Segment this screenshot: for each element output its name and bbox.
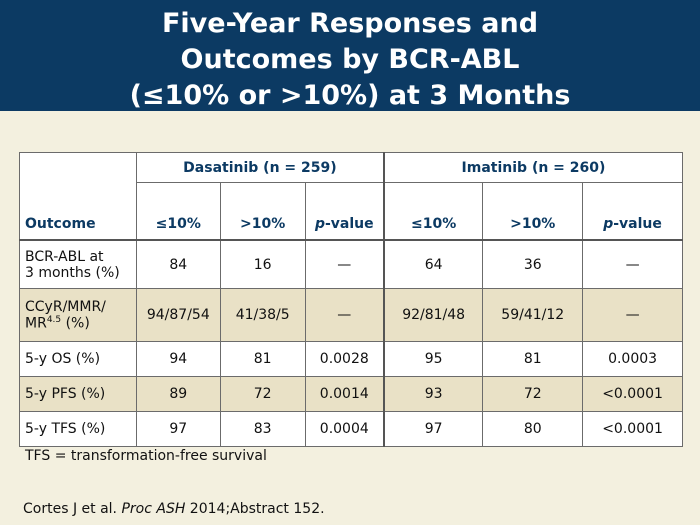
table-cell: —	[304, 239, 385, 289]
row-label-line: 3 months (%)	[25, 264, 120, 281]
table-cell: 93	[382, 376, 484, 412]
table-cell: 94/87/54	[135, 288, 221, 342]
superscript: 4.5	[46, 314, 62, 325]
row-label-line: CCyR/MMR/	[25, 298, 106, 315]
citation: Cortes J et al. Proc ASH 2014;Abstract 1…	[23, 501, 325, 517]
row-label-line: BCR-ABL at	[25, 248, 104, 265]
dasatinib-gt10-header: >10%	[219, 182, 306, 241]
table-cell: 81	[482, 341, 584, 377]
slide-title: Five-Year Responses and Outcomes by BCR-…	[0, 0, 700, 111]
imatinib-le10-header: ≤10%	[382, 182, 484, 241]
row-label-line: MR	[25, 315, 47, 332]
table-cell: —	[582, 239, 683, 289]
table-cell: 41/38/5	[219, 288, 306, 342]
table-cell: 0.0028	[304, 341, 385, 377]
imatinib-group-header: Imatinib (n = 260)	[382, 152, 683, 183]
table-row: 5-y PFS (%) 89 72 0.0014 93 72 <0.0001	[19, 376, 683, 412]
table-cell: 81	[219, 341, 306, 377]
citation-authors: Cortes J et al.	[23, 501, 122, 517]
footnote: TFS = transformation-free survival	[25, 448, 267, 464]
citation-journal: Proc ASH	[121, 501, 186, 517]
pvalue-suffix: -value	[324, 216, 374, 232]
table-cell: 80	[482, 411, 584, 447]
table-cell: 36	[482, 239, 584, 289]
table-cell: 84	[135, 239, 221, 289]
dasatinib-group-header: Dasatinib (n = 259)	[135, 152, 385, 183]
table-row: 5-y TFS (%) 97 83 0.0004 97 80 <0.0001	[19, 411, 683, 447]
table-cell: 59/41/12	[482, 288, 584, 342]
pvalue-suffix: -value	[613, 216, 662, 232]
table-cell: 16	[219, 239, 306, 289]
table-cell: 97	[135, 411, 221, 447]
table-cell: <0.0001	[582, 411, 683, 447]
table-cell: 83	[219, 411, 306, 447]
table-row: 5-y OS (%) 94 81 0.0028 95 81 0.0003	[19, 341, 683, 377]
table-cell: —	[582, 288, 683, 342]
citation-details: 2014;Abstract 152.	[185, 501, 325, 517]
table-row: CCyR/MMR/MR4.5 (%) 94/87/54 41/38/5 — 92…	[19, 288, 683, 342]
row-label: CCyR/MMR/MR4.5 (%)	[19, 288, 137, 342]
table-cell: <0.0001	[582, 376, 683, 412]
title-line-1: Five-Year Responses and	[161, 8, 539, 39]
p-italic: p	[314, 216, 325, 232]
outcome-header: Outcome	[19, 152, 137, 241]
table-cell: 89	[135, 376, 221, 412]
dasatinib-le10-header: ≤10%	[135, 182, 221, 241]
row-label: BCR-ABL at 3 months (%)	[19, 239, 137, 289]
table-cell: 95	[382, 341, 484, 377]
table-row: BCR-ABL at 3 months (%) 84 16 — 64 36 —	[19, 239, 683, 289]
p-italic: p	[603, 216, 614, 232]
row-label: 5-y OS (%)	[19, 341, 137, 377]
title-line-3: (≤10% or >10%) at 3 Months	[129, 80, 571, 111]
table-cell: 0.0004	[304, 411, 385, 447]
table-cell: 92/81/48	[382, 288, 484, 342]
table-cell: 64	[382, 239, 484, 289]
table-cell: 94	[135, 341, 221, 377]
outcomes-table: Outcome Dasatinib (n = 259) Imatinib (n …	[19, 152, 683, 447]
row-label: 5-y PFS (%)	[19, 376, 137, 412]
row-label: 5-y TFS (%)	[19, 411, 137, 447]
table-cell: —	[304, 288, 385, 342]
dasatinib-pvalue-header: p-value	[304, 182, 385, 241]
title-line-2: Outcomes by BCR-ABL	[180, 44, 520, 75]
table-cell: 0.0014	[304, 376, 385, 412]
imatinib-gt10-header: >10%	[482, 182, 584, 241]
table-cell: 72	[219, 376, 306, 412]
table-cell: 0.0003	[582, 341, 683, 377]
table-cell: 97	[382, 411, 484, 447]
imatinib-pvalue-header: p-value	[582, 182, 683, 241]
table-cell: 72	[482, 376, 584, 412]
row-label-suffix: (%)	[61, 315, 90, 332]
